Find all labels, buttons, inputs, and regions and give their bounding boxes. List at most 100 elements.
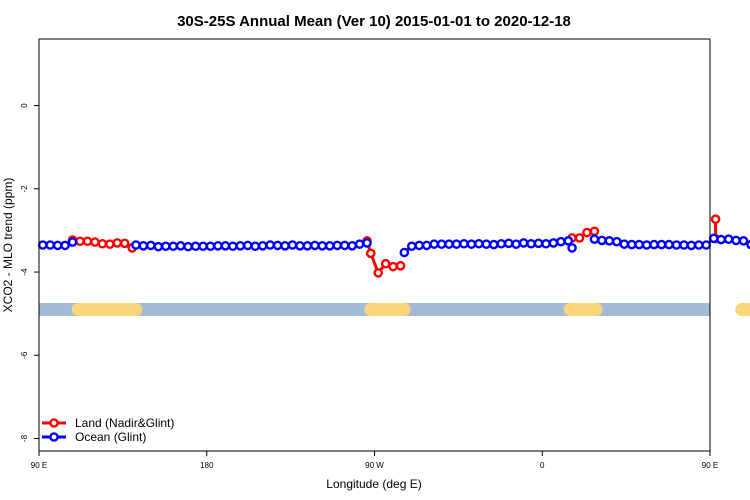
x-tick-label: 180 bbox=[200, 461, 214, 470]
data-point-land bbox=[582, 227, 592, 238]
data-point-ocean bbox=[347, 241, 357, 251]
data-point-ocean bbox=[466, 239, 477, 249]
data-point-ocean bbox=[406, 241, 417, 252]
data-point-ocean bbox=[213, 241, 223, 251]
x-tick-label: 90 E bbox=[31, 461, 47, 470]
data-point-ocean bbox=[694, 240, 704, 250]
data-point-ocean bbox=[295, 241, 305, 251]
data-point-ocean bbox=[526, 238, 536, 249]
y-tick-label: -2 bbox=[20, 185, 29, 193]
legend-marker-land bbox=[49, 418, 59, 428]
data-point-ocean bbox=[235, 241, 246, 251]
data-point-ocean bbox=[708, 233, 719, 244]
data-point-land bbox=[365, 248, 376, 259]
data-point-ocean bbox=[265, 240, 275, 250]
data-point-ocean bbox=[339, 240, 350, 251]
data-point-ocean bbox=[563, 236, 574, 246]
y-tick-label: -4 bbox=[20, 268, 29, 276]
data-point-ocean bbox=[332, 240, 343, 251]
data-point-ocean bbox=[198, 241, 208, 252]
data-point-ocean bbox=[664, 239, 674, 250]
data-point-ocean bbox=[228, 241, 238, 252]
data-point-ocean bbox=[444, 239, 454, 249]
data-point-ocean bbox=[589, 234, 600, 244]
series-ocean bbox=[37, 233, 750, 258]
data-point-ocean bbox=[738, 236, 749, 246]
data-point-land bbox=[574, 233, 585, 243]
data-point-ocean bbox=[556, 236, 566, 247]
data-point-ocean bbox=[548, 238, 559, 248]
data-point-ocean bbox=[671, 240, 682, 250]
data-point-ocean bbox=[686, 240, 697, 251]
data-point-ocean bbox=[257, 241, 268, 251]
x-axis-label: Longitude (deg E) bbox=[326, 477, 421, 491]
data-point-land bbox=[373, 268, 384, 278]
data-point-ocean bbox=[541, 238, 551, 249]
data-point-ocean bbox=[511, 239, 521, 249]
data-point-ocean bbox=[612, 236, 622, 247]
data-point-ocean bbox=[723, 234, 734, 244]
data-point-land bbox=[589, 226, 600, 237]
x-axis: 90 E 180 90 W 0 90 E bbox=[31, 451, 718, 470]
y-axis-label: XCO2 - MLO trend (ppm) bbox=[1, 178, 15, 313]
data-point-ocean bbox=[567, 243, 577, 253]
y-axis: 0 -2 -4 -6 -8 bbox=[20, 103, 39, 442]
data-point-ocean bbox=[317, 241, 328, 251]
y-tick-label: -8 bbox=[20, 434, 29, 442]
legend: Land (Nadir&Glint)Ocean (Glint) bbox=[42, 416, 174, 444]
data-point-land bbox=[710, 214, 721, 224]
data-point-ocean bbox=[436, 239, 447, 249]
y-tick-label: -6 bbox=[20, 351, 29, 359]
data-point-land bbox=[75, 236, 85, 247]
data-point-ocean bbox=[459, 238, 469, 249]
data-point-ocean bbox=[45, 240, 55, 250]
data-point-land bbox=[395, 261, 406, 271]
data-point-land bbox=[119, 238, 130, 249]
data-point-ocean bbox=[52, 240, 63, 251]
data-point-ocean bbox=[272, 240, 283, 251]
data-point-ocean bbox=[280, 241, 290, 251]
data-point-ocean bbox=[604, 236, 615, 246]
data-point-land bbox=[82, 236, 93, 247]
data-point-ocean bbox=[634, 239, 644, 250]
data-point-land bbox=[105, 239, 115, 249]
data-point-ocean bbox=[518, 238, 529, 248]
data-point-ocean bbox=[626, 239, 637, 250]
data-point-ocean bbox=[153, 241, 164, 252]
data-point-ocean bbox=[619, 239, 630, 249]
data-point-ocean bbox=[701, 240, 712, 250]
data-point-ocean bbox=[287, 240, 298, 250]
data-point-ocean bbox=[310, 240, 320, 251]
data-point-ocean bbox=[481, 239, 492, 249]
data-point-ocean bbox=[324, 241, 335, 251]
data-point-ocean bbox=[656, 239, 667, 250]
data-point-land bbox=[90, 237, 100, 247]
data-point-ocean bbox=[250, 241, 261, 252]
data-point-ocean bbox=[746, 239, 750, 250]
data-point-ocean bbox=[60, 240, 70, 251]
data-point-ocean bbox=[183, 241, 193, 252]
data-point-ocean bbox=[488, 239, 499, 250]
data-point-ocean bbox=[205, 241, 216, 252]
data-point-ocean bbox=[242, 240, 253, 251]
data-point-ocean bbox=[146, 240, 156, 251]
data-point-ocean bbox=[138, 241, 149, 251]
data-point-ocean bbox=[451, 239, 462, 249]
y-tick-label: 0 bbox=[20, 103, 29, 108]
data-point-ocean bbox=[649, 239, 659, 250]
chart-title: 30S-25S Annual Mean (Ver 10) 2015-01-01 … bbox=[177, 13, 571, 30]
data-point-ocean bbox=[302, 241, 313, 251]
data-point-ocean bbox=[731, 235, 741, 246]
data-point-ocean bbox=[220, 241, 231, 251]
data-point-land bbox=[97, 238, 108, 249]
data-point-ocean bbox=[679, 240, 689, 250]
data-point-ocean bbox=[533, 238, 544, 249]
legend-label-land: Land (Nadir&Glint) bbox=[75, 416, 174, 430]
data-point-ocean bbox=[160, 241, 171, 252]
x-tick-label: 0 bbox=[540, 461, 545, 470]
data-point-ocean bbox=[362, 238, 372, 248]
data-point-ocean bbox=[716, 234, 726, 245]
legend-marker-ocean bbox=[49, 432, 59, 442]
data-point-land bbox=[380, 258, 391, 269]
